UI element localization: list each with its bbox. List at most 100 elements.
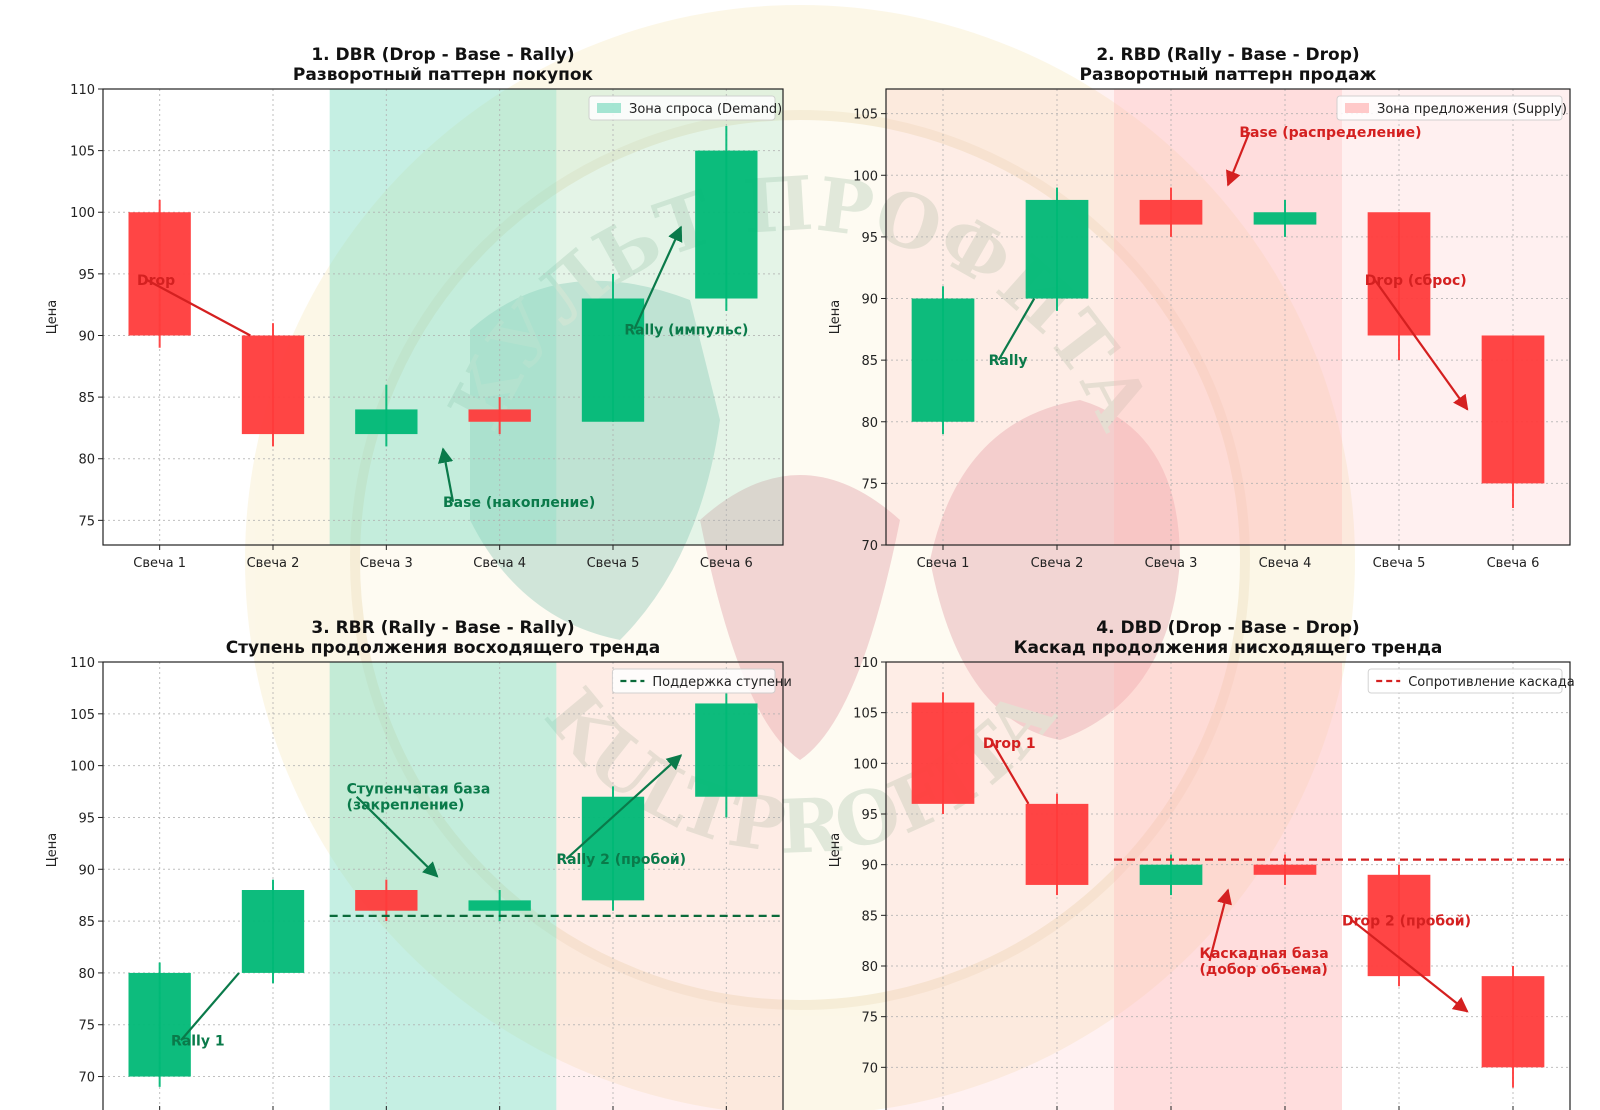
y-tick-label: 105 (853, 108, 878, 123)
plot-frame (102, 661, 784, 1110)
y-tick-label: 90 (78, 329, 95, 344)
candle-body (1253, 864, 1317, 875)
annotation-label: Drop (сброс) (1365, 273, 1467, 289)
y-tick-label: 80 (78, 967, 95, 982)
annotation-arrow (146, 279, 251, 337)
annotation-arrow (1373, 279, 1469, 411)
candle-body (1481, 976, 1545, 1068)
annotation: Rally 2 (пробой) (556, 754, 686, 868)
y-tick-label: 70 (78, 1071, 95, 1086)
candle-body (1025, 199, 1089, 299)
watermark-bull-icon (470, 280, 720, 640)
y-tick-label: 75 (861, 477, 878, 492)
y-tick-label: 95 (78, 268, 95, 283)
y-tick-label: 85 (861, 909, 878, 924)
annotation-label: Rally (импульс) (624, 322, 748, 338)
plot-frame (885, 88, 1571, 546)
y-tick-label: 85 (78, 391, 95, 406)
candle-body (241, 890, 305, 973)
chart-title: 1. DBR (Drop - Base - Rally) (311, 45, 574, 65)
annotation-label: Drop 1 (983, 736, 1036, 752)
y-tick-label: 110 (70, 83, 95, 98)
annotation: Drop 2 (пробой) (1342, 913, 1471, 1013)
candle (1139, 854, 1203, 896)
y-tick-label: 100 (853, 757, 878, 772)
chart-1: 75 80 85 90 95 100 105 110 Свеча 1 Свеча 2 Свеча 3… (45, 45, 784, 571)
chart-3: 70 75 80 85 90 95 100 105 110 Цена 3. RBR (Rally -… (45, 618, 792, 1110)
chart-subtitle: Ступень продолжения восходящего тренда (226, 638, 661, 658)
y-tick-label: 70 (861, 1061, 878, 1076)
candle-body (1481, 335, 1545, 484)
y-tick-label: 90 (78, 863, 95, 878)
chart-title: 4. DBD (Drop - Base - Drop) (1096, 618, 1359, 638)
annotation-arrow (355, 795, 439, 878)
chart-subtitle: Разворотный паттерн продаж (1080, 65, 1377, 85)
y-tick-label: 105 (70, 145, 95, 160)
y-tick-label: 90 (861, 859, 878, 874)
x-tick-label: Свеча 4 (473, 556, 526, 571)
annotation-arrow (1208, 888, 1232, 962)
x-tick-label: Свеча 4 (1259, 556, 1312, 571)
x-tick-label: Свеча 5 (587, 556, 640, 571)
annotation-arrow (180, 972, 240, 1041)
candle-body (1367, 874, 1431, 977)
candle (1253, 199, 1317, 237)
candle-body (1253, 212, 1317, 225)
candle (1025, 187, 1089, 311)
chart-2: 70 75 80 85 90 95 100 105 Свеча 1 Свеча 2 Свеча 3 С… (828, 45, 1571, 571)
legend-label: Сопротивление каскада (1408, 675, 1575, 690)
y-tick-label: 80 (78, 453, 95, 468)
x-tick-label: Свеча 6 (1487, 556, 1540, 571)
chart-title: 3. RBR (Rally - Base - Rally) (311, 618, 574, 638)
y-axis-label: Цена (45, 300, 60, 335)
y-tick-label: 95 (861, 231, 878, 246)
legend-swatch (597, 103, 621, 113)
candle-body (355, 890, 418, 911)
candle-body (581, 796, 645, 901)
candle-body (241, 335, 305, 435)
annotation: Rally (989, 297, 1036, 369)
y-tick-label: 100 (70, 206, 95, 221)
candle-body (581, 298, 645, 422)
y-axis-label: Цена (45, 833, 60, 868)
candle (1025, 793, 1089, 896)
candle (1139, 187, 1203, 237)
y-tick-label: 105 (70, 708, 95, 723)
annotation: Ступенчатая база(закрепление) (347, 782, 491, 878)
candle-body (468, 409, 531, 422)
legend-swatch (1345, 103, 1369, 113)
y-tick-label: 105 (853, 707, 878, 722)
legend-label: Зона предложения (Supply) (1377, 102, 1567, 117)
candle (241, 879, 305, 984)
annotation-label: Каскадная база (1200, 946, 1329, 962)
x-tick-label: Свеча 2 (1031, 556, 1084, 571)
annotation: Base (накопление) (438, 447, 595, 511)
annotation-label: Rally 1 (171, 1033, 225, 1049)
y-tick-label: 110 (70, 656, 95, 671)
legend: Сопротивление каскада (1367, 668, 1575, 694)
y-tick-label: 90 (861, 293, 878, 308)
annotation-arrow (997, 297, 1036, 361)
zone-demand (329, 662, 557, 1110)
annotation-label: Ступенчатая база (347, 782, 491, 798)
candle (1481, 335, 1545, 509)
chart-subtitle: Разворотный паттерн покупок (293, 65, 594, 85)
annotation-label: Rally (989, 353, 1028, 369)
zone-supply (1114, 662, 1342, 1110)
x-tick-label: Свеча 2 (247, 556, 300, 571)
y-tick-label: 110 (853, 656, 878, 671)
annotation-label: (закрепление) (347, 798, 465, 814)
watermark-bear-icon (930, 400, 1180, 740)
annotation-arrow (565, 754, 683, 860)
annotation-label: Base (распределение) (1239, 125, 1421, 141)
x-tick-label: Свеча 3 (1145, 556, 1198, 571)
chart-subtitle: Каскад продолжения нисходящего тренда (1014, 638, 1443, 658)
annotation-arrow (991, 742, 1030, 805)
annotation: Drop (137, 273, 251, 337)
legend: Зона спроса (Demand) (588, 95, 782, 121)
watermark-inner-ring (350, 110, 1250, 1010)
y-axis-label: Цена (828, 300, 843, 335)
y-tick-label: 95 (78, 811, 95, 826)
candle-body (695, 703, 758, 797)
